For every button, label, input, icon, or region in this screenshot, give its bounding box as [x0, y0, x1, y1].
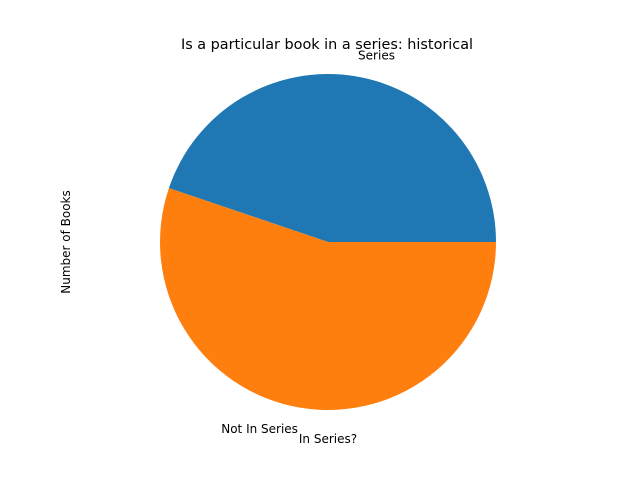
chart-title: Is a particular book in a series: histor… [181, 37, 473, 53]
y-axis-label: Number of Books [59, 190, 73, 294]
pie-slices [160, 74, 496, 410]
x-axis-label: In Series? [299, 432, 357, 446]
pie-slice-label-not-in-series: Not In Series [221, 422, 298, 436]
pie-slice-label-series: Series [358, 49, 395, 63]
